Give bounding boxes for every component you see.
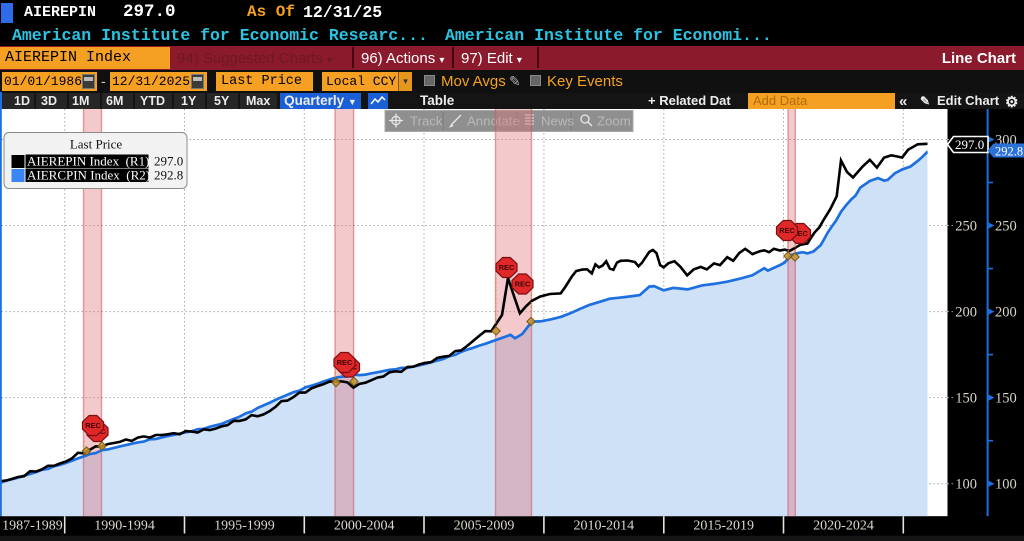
svg-text:Last Price: Last Price — [70, 137, 123, 152]
svg-text:1990-1994: 1990-1994 — [94, 519, 155, 534]
svg-text:200: 200 — [995, 305, 1017, 321]
svg-text:2005-2009: 2005-2009 — [454, 519, 515, 534]
svg-text:Track: Track — [410, 114, 443, 129]
svg-text:150: 150 — [955, 391, 977, 407]
svg-text:2010-2014: 2010-2014 — [573, 519, 634, 534]
svg-text:100: 100 — [995, 477, 1017, 493]
svg-text:REC: REC — [337, 358, 353, 367]
svg-text:292.8: 292.8 — [154, 168, 183, 183]
svg-text:250: 250 — [995, 219, 1017, 235]
svg-text:2000-2004: 2000-2004 — [334, 519, 395, 534]
svg-text:2020-2024: 2020-2024 — [813, 519, 874, 534]
svg-text:200: 200 — [955, 305, 977, 321]
svg-text:1995-1999: 1995-1999 — [214, 519, 275, 534]
svg-text:292.8: 292.8 — [995, 145, 1023, 159]
svg-text:REC: REC — [779, 226, 795, 235]
svg-text:REC: REC — [85, 421, 101, 430]
svg-text:Annotate: Annotate — [467, 114, 520, 129]
svg-text:REC: REC — [499, 263, 515, 272]
svg-text:News: News — [541, 114, 574, 129]
svg-text:AIERCPIN Index (R2): AIERCPIN Index (R2) — [27, 168, 150, 183]
svg-text:150: 150 — [995, 391, 1017, 407]
svg-text:297.0: 297.0 — [154, 154, 183, 169]
svg-text:REC: REC — [792, 229, 808, 238]
svg-text:Zoom: Zoom — [597, 114, 631, 129]
svg-text:2015-2019: 2015-2019 — [693, 519, 754, 534]
svg-text:1987-1989: 1987-1989 — [2, 519, 63, 534]
svg-text:250: 250 — [955, 219, 977, 235]
svg-text:REC: REC — [515, 280, 531, 289]
svg-text:AIEREPIN Index (R1): AIEREPIN Index (R1) — [27, 154, 149, 169]
svg-text:297.0: 297.0 — [955, 137, 984, 152]
svg-text:100: 100 — [955, 477, 977, 493]
